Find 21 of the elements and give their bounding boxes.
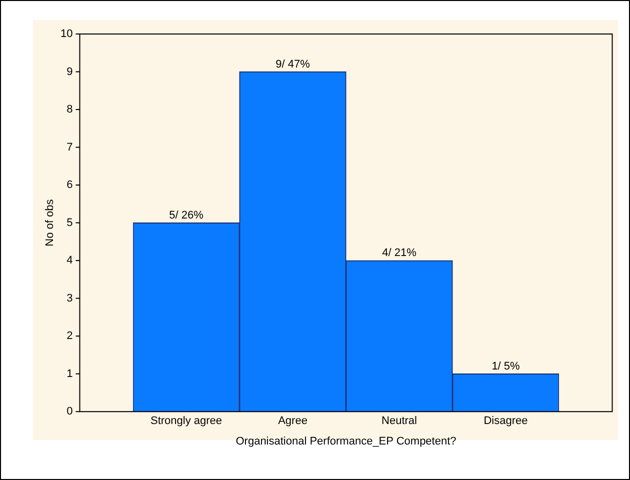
y-tick-label: 2 — [66, 330, 73, 342]
data-label: 9/ 47% — [276, 58, 310, 70]
y-tick-label: 0 — [66, 406, 73, 418]
x-tick-label: Disagree — [484, 415, 528, 428]
data-label: 4/ 21% — [382, 247, 417, 260]
x-tick-label: Strongly agree — [150, 415, 222, 428]
y-axis-title: No of obs — [44, 198, 56, 246]
data-label: 1/ 5% — [492, 360, 520, 372]
y-tick-label: 8 — [66, 104, 73, 116]
x-tick-label: Neutral — [382, 415, 417, 428]
x-tick-label: Agree — [278, 415, 308, 428]
y-tick-label: 7 — [66, 141, 73, 154]
y-tick-label: 9 — [66, 66, 73, 78]
y-tick-label: 3 — [66, 292, 73, 304]
y-tick-label: 1 — [66, 368, 73, 380]
x-axis-title: Organisational Performance_EP Competent? — [236, 435, 456, 448]
data-label: 5/ 26% — [169, 209, 204, 222]
y-tick-label: 4 — [66, 254, 73, 267]
y-tick-label: 10 — [60, 28, 73, 40]
y-tick-label: 6 — [66, 179, 73, 192]
y-tick-label: 5 — [66, 216, 73, 229]
